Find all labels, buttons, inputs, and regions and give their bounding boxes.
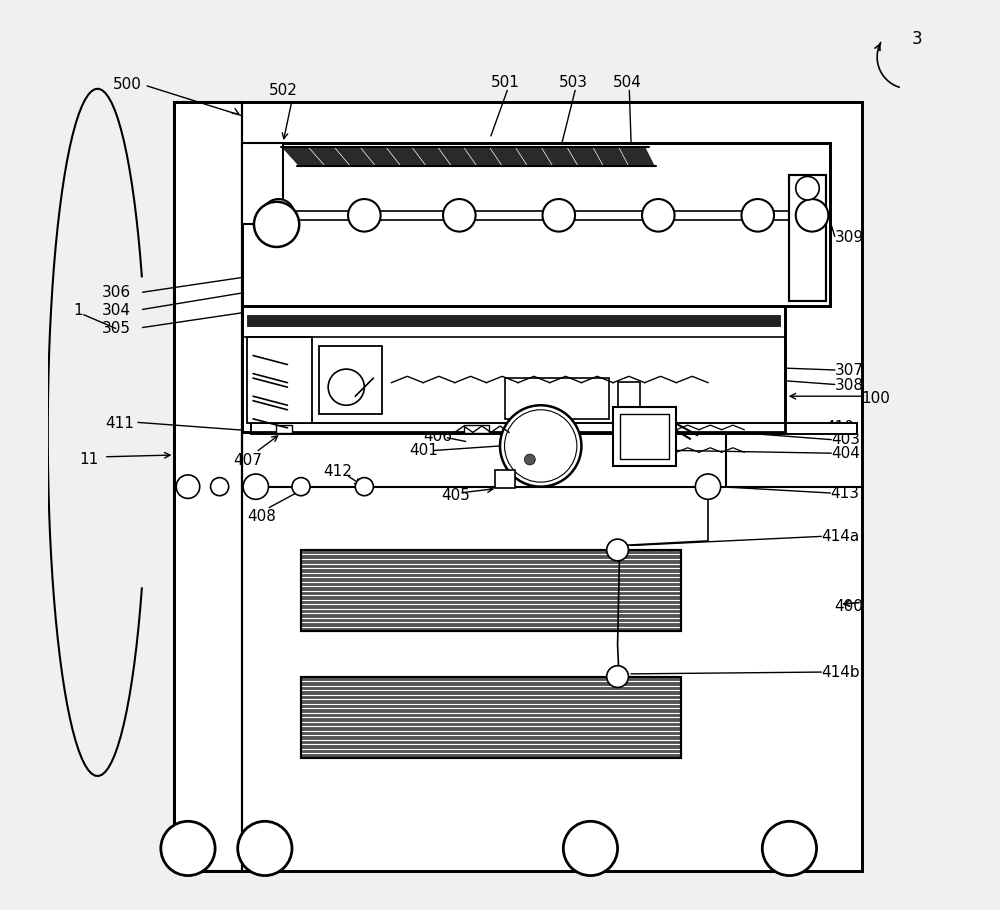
Text: 301: 301 (446, 352, 475, 368)
Circle shape (607, 539, 628, 561)
Bar (242, 143, 830, 306)
Circle shape (211, 478, 229, 496)
Text: 307: 307 (835, 363, 864, 379)
Bar (251, 423, 857, 434)
Text: 410: 410 (826, 420, 854, 435)
Text: 100: 100 (862, 390, 891, 406)
Bar (174, 102, 862, 871)
Text: 309: 309 (835, 230, 864, 246)
Bar (242, 143, 283, 225)
Bar (247, 338, 312, 423)
Bar (620, 414, 669, 459)
Text: 302: 302 (477, 366, 506, 381)
Bar (301, 677, 681, 758)
Circle shape (796, 199, 828, 232)
Circle shape (762, 822, 817, 875)
Bar (301, 550, 681, 632)
Text: 11: 11 (79, 452, 99, 467)
Circle shape (292, 478, 310, 496)
Circle shape (348, 199, 381, 232)
Text: 504: 504 (613, 75, 642, 90)
Text: 408: 408 (247, 509, 276, 524)
Text: 503: 503 (559, 75, 588, 90)
Text: 400: 400 (835, 600, 864, 614)
Circle shape (176, 475, 200, 499)
Bar (789, 175, 826, 301)
Bar (251, 423, 857, 434)
Bar (495, 470, 515, 489)
Bar (618, 381, 640, 416)
Text: 411: 411 (105, 416, 134, 430)
Bar (174, 102, 862, 871)
Circle shape (796, 177, 819, 200)
Bar (505, 379, 609, 419)
Bar (242, 143, 830, 306)
Circle shape (355, 478, 373, 496)
Circle shape (443, 199, 476, 232)
Circle shape (642, 199, 675, 232)
Bar (247, 315, 780, 326)
Text: 502: 502 (269, 83, 298, 98)
Circle shape (254, 202, 299, 247)
Bar (276, 425, 292, 433)
Text: 306: 306 (102, 285, 131, 299)
Circle shape (607, 666, 628, 687)
Circle shape (500, 405, 581, 487)
Text: 403: 403 (831, 432, 860, 447)
Text: 303: 303 (437, 379, 466, 395)
Text: 3: 3 (912, 30, 922, 48)
Bar (319, 347, 382, 414)
Bar (789, 175, 826, 301)
Circle shape (695, 474, 721, 500)
Bar (242, 306, 785, 432)
Bar (174, 102, 242, 871)
Circle shape (238, 822, 292, 875)
Circle shape (543, 199, 575, 232)
Text: 1: 1 (73, 303, 83, 318)
Circle shape (563, 822, 618, 875)
Text: 404: 404 (831, 446, 860, 460)
Polygon shape (283, 147, 654, 166)
Text: 412: 412 (324, 464, 353, 479)
Text: 407: 407 (233, 453, 262, 468)
Text: 305: 305 (102, 321, 131, 336)
Text: 413: 413 (830, 486, 859, 501)
Circle shape (741, 199, 774, 232)
Text: 501: 501 (491, 75, 520, 90)
Text: 414a: 414a (821, 529, 859, 544)
Bar (242, 306, 785, 432)
Text: 405: 405 (441, 488, 470, 503)
Text: 401: 401 (410, 443, 438, 458)
Circle shape (262, 199, 295, 232)
Bar (464, 425, 489, 433)
Text: 308: 308 (835, 378, 864, 393)
Text: 406: 406 (423, 430, 452, 444)
Text: 500: 500 (113, 76, 142, 92)
Bar (613, 407, 676, 466)
Bar (301, 550, 681, 632)
Circle shape (524, 454, 535, 465)
Text: 304: 304 (102, 303, 131, 318)
Text: 402: 402 (428, 416, 457, 430)
Bar (301, 677, 681, 758)
Circle shape (243, 474, 268, 500)
Text: 414b: 414b (821, 664, 860, 680)
Circle shape (161, 822, 215, 875)
